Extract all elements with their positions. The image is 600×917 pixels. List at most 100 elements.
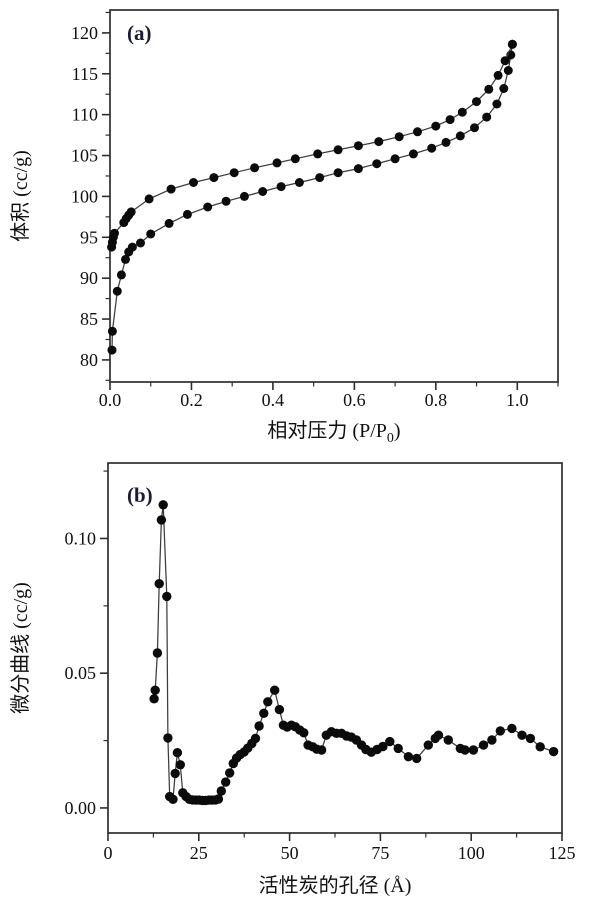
y-tick-label: 85 — [80, 309, 98, 329]
adsorption-branch-point — [427, 143, 437, 153]
pore-size-distribution-point — [468, 745, 479, 755]
desorption-branch-point — [229, 168, 239, 178]
desorption-branch-point — [472, 97, 481, 107]
adsorption-branch-point — [390, 154, 400, 164]
pore-size-distribution-point — [225, 768, 235, 778]
plot-frame — [109, 9, 559, 383]
pore-size-distribution-point — [270, 685, 280, 695]
x-tick-label: 0.4 — [262, 390, 285, 410]
desorption-branch-point — [500, 56, 510, 66]
pore-size-distribution-point — [535, 742, 545, 752]
pore-size-distribution-point — [150, 685, 160, 695]
adsorption-branch-point — [276, 182, 286, 192]
x-tick-label: 0.8 — [425, 390, 448, 410]
pore-size-distribution-point — [162, 591, 172, 602]
adsorption-branch-point — [408, 149, 418, 159]
adsorption-branch-point — [333, 168, 343, 178]
desorption-branch-point — [166, 184, 176, 194]
pore-size-distribution-point — [433, 730, 444, 740]
x-tick-label: 100 — [458, 843, 485, 863]
adsorption-branch-line — [111, 44, 514, 351]
desorption-branch-point — [144, 194, 154, 204]
panel-b: 0 25 50 75 100 125 0.00 0.05 0.10 (b) 活性炭的孔径 (Å)… — [0, 460, 600, 917]
pore-size-distribution-point — [163, 733, 173, 743]
adsorption-branch-point — [182, 209, 192, 219]
adsorption-branch-point — [164, 218, 174, 228]
desorption-branch-point — [413, 127, 422, 137]
y-tick-label: 80 — [80, 350, 98, 370]
x-axis-title-b: 活性炭的孔径 (Å) — [259, 874, 412, 897]
pore-size-distribution-point — [263, 697, 273, 707]
adsorption-branch-point — [499, 84, 509, 93]
pore-size-distribution-line — [153, 504, 554, 802]
x-axis-title-a-subscript: 0 — [387, 431, 394, 446]
x-tick-label: 125 — [549, 843, 576, 863]
pore-size-distribution-point — [393, 743, 403, 754]
x-tick-label: 0.2 — [180, 390, 203, 410]
pore-size-distribution-point — [299, 728, 309, 738]
desorption-branch-point — [374, 137, 384, 147]
pore-size-distribution-point — [254, 721, 264, 731]
adsorption-branch-point — [353, 164, 363, 174]
y-tick-label: 120 — [71, 23, 98, 43]
adsorption-branch-point — [239, 191, 249, 201]
pore-size-distribution-point — [168, 794, 178, 804]
pore-size-distribution-point — [149, 694, 159, 704]
x-axis-title-a: 相对压力 (P/P0) — [267, 419, 400, 446]
adsorption-branch-point — [146, 229, 156, 239]
pore-size-distribution-point — [259, 708, 269, 718]
y-tick-label: 0.00 — [65, 798, 97, 818]
y-tick-label: 110 — [72, 105, 98, 125]
adsorption-branch-point — [107, 326, 117, 336]
x-tick-label: 0.0 — [99, 390, 122, 410]
pore-size-distribution-point — [316, 745, 327, 755]
desorption-branch-point — [110, 228, 119, 238]
x-axis-title-a-text: 相对压力 (P/P — [267, 419, 386, 442]
chart-a-plot-area: 0.0 0.2 0.4 0.6 0.8 1.0 80 85 90 95 100 105 110 115 12… — [71, 9, 559, 410]
pore-size-distribution-point — [170, 768, 180, 779]
adsorption-branch-point — [315, 173, 325, 183]
desorption-branch-point — [250, 163, 260, 173]
pore-size-distribution-point — [443, 735, 453, 745]
pore-size-distribution-point — [517, 730, 527, 740]
panel-b-label: (b) — [127, 483, 153, 507]
desorption-branch-point — [272, 158, 282, 168]
desorption-branch-point — [507, 39, 517, 49]
adsorption-branch-point — [112, 286, 122, 296]
adsorption-branch-point — [503, 66, 513, 75]
pore-size-distribution-point — [152, 648, 163, 658]
x-tick-label: 0.6 — [343, 390, 366, 410]
y-tick-label: 115 — [72, 64, 98, 84]
pore-size-distribution-point — [525, 733, 536, 744]
desorption-branch-point — [445, 115, 455, 125]
adsorption-branch-point — [136, 238, 145, 248]
adsorption-branch-point — [492, 99, 502, 109]
y-axis-title-a: 体积 (cc/g) — [9, 150, 32, 242]
y-tick-label: 95 — [80, 227, 98, 247]
y-tick-label: 105 — [71, 146, 98, 166]
pore-size-distribution-point — [158, 500, 168, 510]
y-tick-label: 0.10 — [65, 528, 97, 548]
adsorption-branch-point — [107, 345, 117, 355]
adsorption-branch-point — [127, 242, 137, 252]
pore-size-distribution-point — [213, 794, 224, 804]
x-tick-label: 0 — [104, 843, 113, 863]
pore-size-distribution-point — [216, 786, 226, 796]
desorption-branch-point — [126, 207, 136, 217]
desorption-branch-point — [290, 154, 300, 164]
panel-a-label: (a) — [127, 21, 152, 45]
pore-size-distribution-point — [274, 704, 285, 715]
adsorption-branch-point — [441, 137, 451, 147]
x-tick-label: 75 — [371, 843, 389, 863]
adsorption-branch-point — [221, 196, 231, 206]
x-tick-label: 50 — [281, 843, 299, 863]
y-tick-label: 90 — [80, 268, 98, 288]
pore-size-distribution-point — [460, 745, 470, 755]
x-tick-label: 25 — [190, 843, 208, 863]
panel-a: 0.0 0.2 0.4 0.6 0.8 1.0 80 85 90 95 100 105 110 115 12… — [9, 9, 559, 446]
pore-size-distribution-point — [487, 735, 497, 745]
pore-size-distribution-point — [378, 741, 388, 752]
desorption-branch-point — [313, 149, 323, 159]
pore-size-distribution-point — [412, 753, 422, 764]
